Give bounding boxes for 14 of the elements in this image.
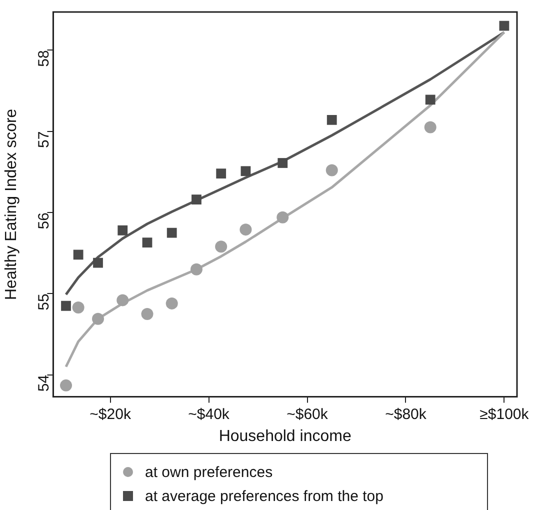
legend-label: at own preferences bbox=[145, 464, 273, 480]
x-tick-label: ≥$100k bbox=[480, 406, 530, 423]
x-tick-label: ~$20k bbox=[90, 406, 132, 423]
x-tick-label: ~$60k bbox=[286, 406, 328, 423]
x-tick-label: ~$40k bbox=[188, 406, 230, 423]
x-axis-title: Household income bbox=[218, 428, 352, 445]
y-axis-title: Healthy Eating Index score bbox=[3, 108, 20, 300]
y-tick-label: 58 bbox=[35, 50, 52, 67]
x-tick-label: ~$80k bbox=[385, 406, 427, 423]
y-tick-label: 55 bbox=[35, 294, 52, 310]
y-tick-label: 57 bbox=[35, 131, 52, 148]
y-tick-label: 54 bbox=[35, 374, 52, 392]
legend-label: at average preferences from the top bbox=[145, 488, 384, 504]
y-tick-label: 56 bbox=[35, 212, 52, 230]
